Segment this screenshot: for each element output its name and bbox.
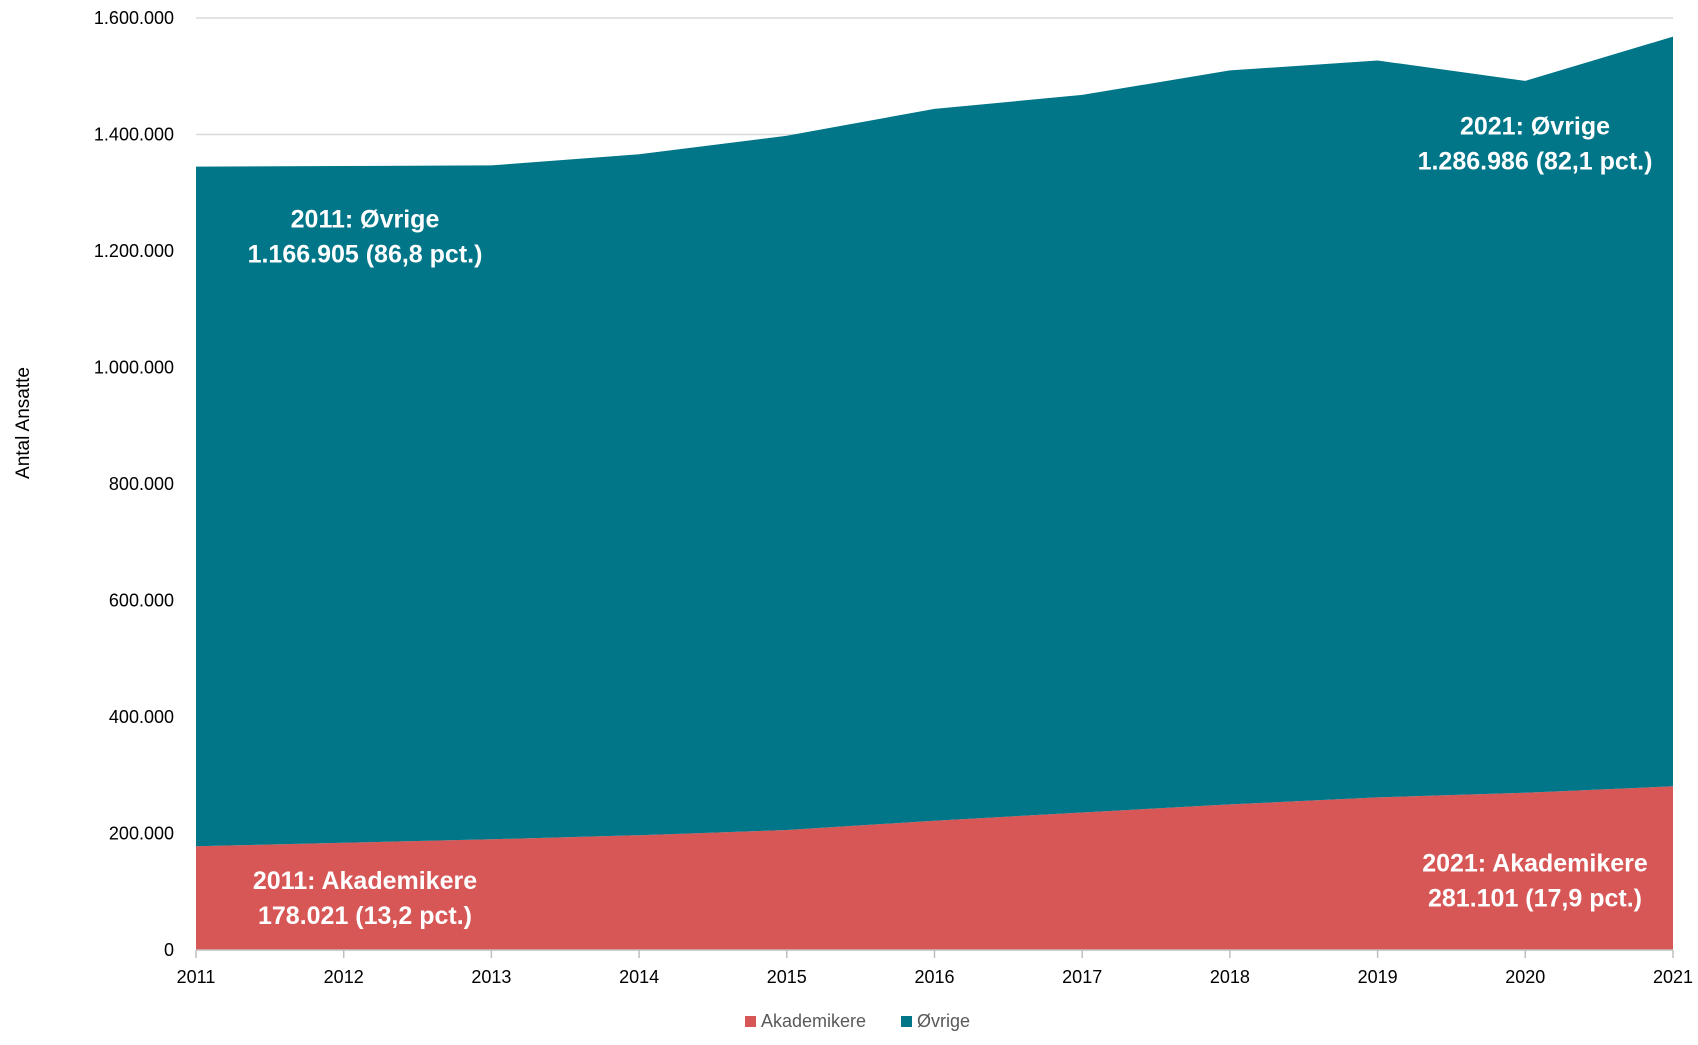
x-tick-label: 2019 — [1358, 967, 1398, 987]
annotations: 2011: Øvrige 1.166.905 (86,8 pct.) 2021: Ø… — [248, 113, 1653, 930]
y-tick-label: 600.000 — [109, 591, 174, 611]
x-tick-label: 2017 — [1062, 967, 1102, 987]
legend-swatch — [745, 1016, 756, 1027]
axes: 0 200.000 400.000 600.000 800.000 1.000.000 1.… — [94, 8, 1693, 987]
series-areas — [196, 36, 1673, 950]
annotation-label: 2021: Øvrige — [1460, 113, 1610, 141]
y-tick-label: 200.000 — [109, 824, 174, 844]
y-tick-label: 0 — [164, 940, 174, 960]
x-tick-label: 2021 — [1653, 967, 1693, 987]
annotation-label: 2011: Øvrige — [291, 206, 440, 234]
legend: Akademikere Øvrige — [745, 1011, 970, 1031]
annotation-label: 1.166.905 (86,8 pct.) — [248, 241, 483, 269]
x-tick-label: 2015 — [767, 967, 807, 987]
x-tick-label: 2014 — [619, 967, 659, 987]
y-tick-label: 1.000.000 — [94, 358, 174, 378]
legend-label: Akademikere — [761, 1011, 866, 1031]
annotation-label: 281.101 (17,9 pct.) — [1428, 884, 1642, 912]
x-tick-label: 2018 — [1210, 967, 1250, 987]
annotation-label: 1.286.986 (82,1 pct.) — [1418, 148, 1653, 176]
y-tick-label: 800.000 — [109, 474, 174, 494]
legend-label: Øvrige — [917, 1011, 970, 1031]
area-series-akademikere — [196, 786, 1673, 950]
area-series-ovrige — [196, 36, 1673, 847]
y-tick-label: 1.400.000 — [94, 125, 174, 145]
x-tick-label: 2011 — [177, 967, 216, 987]
legend-swatch — [901, 1016, 912, 1027]
x-tick-label: 2013 — [471, 967, 511, 987]
annotation-label: 2011: Akademikere — [253, 867, 477, 895]
y-tick-label: 400.000 — [109, 707, 174, 727]
y-axis-title: Antal Ansatte — [13, 367, 34, 479]
x-tick-label: 2012 — [324, 967, 364, 987]
y-tick-label: 1.600.000 — [94, 8, 174, 28]
y-tick-label: 1.200.000 — [94, 241, 174, 261]
x-tick-label: 2020 — [1505, 967, 1545, 987]
annotation-label: 2021: Akademikere — [1422, 849, 1648, 877]
annotation-label: 178.021 (13,2 pct.) — [258, 902, 472, 930]
x-tick-label: 2016 — [914, 967, 954, 987]
